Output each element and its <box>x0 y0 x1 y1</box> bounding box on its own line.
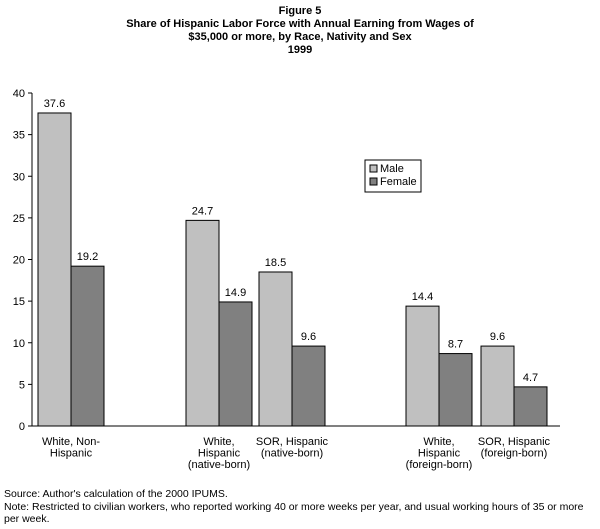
category-label: Hispanic <box>418 448 461 460</box>
category-label: (foreign-born) <box>406 459 473 471</box>
category-label: White, <box>203 436 234 448</box>
y-tick-label: 0 <box>19 421 25 433</box>
data-label: 14.9 <box>225 287 246 299</box>
y-tick-label: 25 <box>13 213 25 225</box>
y-tick-label: 20 <box>13 255 25 267</box>
chart-title-block: Figure 5 Share of Hispanic Labor Force w… <box>0 5 600 57</box>
chart-title-line-1: Share of Hispanic Labor Force with Annua… <box>126 18 474 30</box>
bar-female-0 <box>70 265 105 427</box>
legend-swatch-male <box>369 164 378 173</box>
data-label: 14.4 <box>412 291 433 303</box>
data-label: 9.6 <box>490 331 505 343</box>
bar-male-4 <box>480 345 515 427</box>
category-label: Hispanic <box>198 448 241 460</box>
y-tick-label: 10 <box>13 338 25 350</box>
category-label: White, <box>423 436 454 448</box>
chart-data-labels: 37.6 24.7 18.5 14.4 9.6 19.2 14.9 9.6 8.7 4.7 <box>44 98 538 384</box>
chart-title-line-3: 1999 <box>287 44 313 56</box>
bar-female-1 <box>218 301 253 427</box>
chart-category-labels: White, Non-HispanicWhite,Hispanic(native… <box>42 436 551 471</box>
category-label: Hispanic <box>50 448 93 460</box>
chart-footer: Source: Author's calculation of the 2000… <box>4 488 596 526</box>
bar-male-1 <box>185 219 220 427</box>
y-tick-label: 5 <box>19 379 25 391</box>
category-label: SOR, Hispanic <box>478 436 551 448</box>
chart-title-line-2: $35,000 or more, by Race, Nativity and S… <box>188 31 412 43</box>
y-tick-label: 15 <box>13 296 25 308</box>
data-label: 24.7 <box>192 205 213 217</box>
y-tick-label: 30 <box>13 171 25 183</box>
data-label: 18.5 <box>265 257 286 269</box>
data-label: 9.6 <box>301 331 316 343</box>
category-label: White, Non- <box>42 436 100 448</box>
data-label: 4.7 <box>523 372 538 384</box>
bar-female-4 <box>513 386 548 427</box>
source-note: Source: Author's calculation of the 2000… <box>4 488 228 500</box>
legend-label-male: Male <box>380 163 404 175</box>
bar-male-3 <box>405 305 440 427</box>
data-label: 19.2 <box>77 251 98 263</box>
bar-female-2 <box>291 345 326 427</box>
y-tick-label: 40 <box>13 88 25 100</box>
restriction-note: Note: Restricted to civilian workers, wh… <box>4 500 584 526</box>
legend-label-female: Female <box>380 176 417 188</box>
bar-male-2 <box>258 271 293 427</box>
data-label: 37.6 <box>44 98 65 110</box>
chart-bars <box>37 112 548 427</box>
category-label: SOR, Hispanic <box>256 436 329 448</box>
category-label: (native-born) <box>261 448 323 460</box>
legend-swatch-female <box>369 177 378 186</box>
y-tick-label: 35 <box>13 130 25 142</box>
bar-male-0 <box>37 112 72 427</box>
category-label: (foreign-born) <box>481 448 548 460</box>
category-label: (native-born) <box>188 459 250 471</box>
data-label: 8.7 <box>448 339 463 351</box>
bar-female-3 <box>438 353 473 427</box>
figure-label: Figure 5 <box>278 5 322 17</box>
